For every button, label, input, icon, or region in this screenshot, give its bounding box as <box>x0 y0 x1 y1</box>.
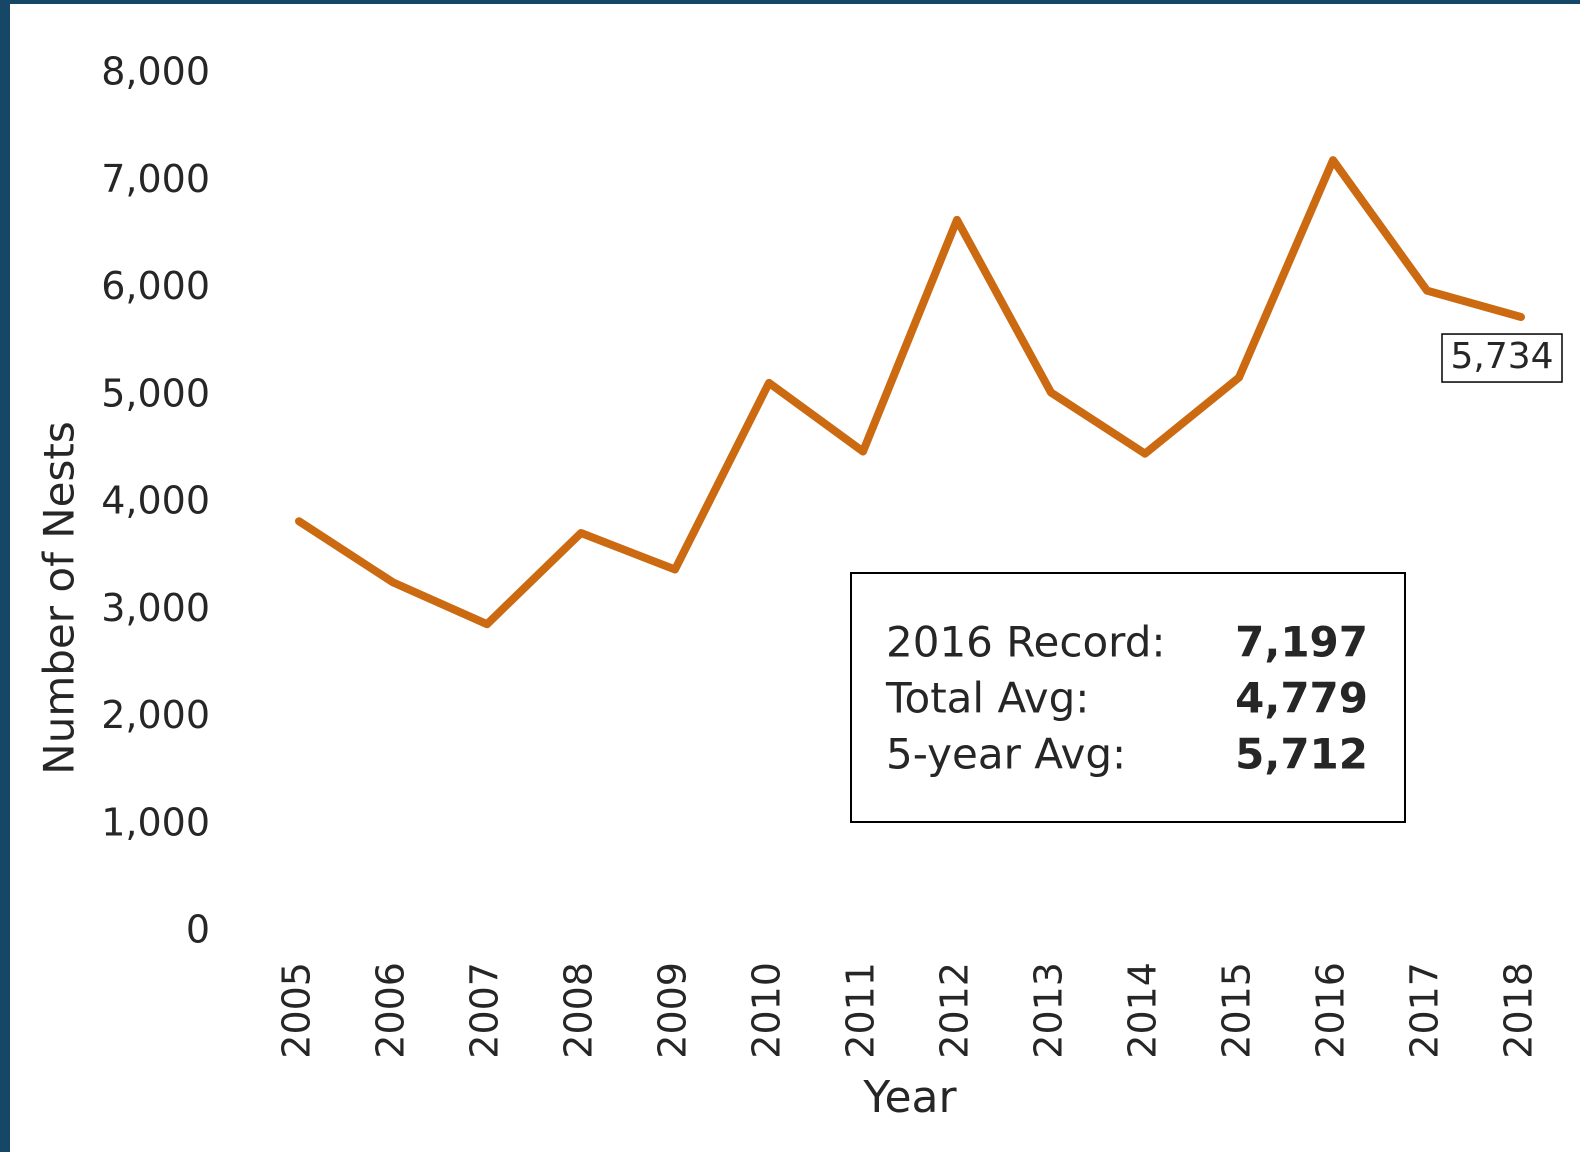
annotation-value: 7,197 <box>1235 618 1368 667</box>
y-tick-label: 4,000 <box>101 479 210 523</box>
data-label-box <box>1441 333 1563 383</box>
x-axis-label: Year <box>862 1072 957 1123</box>
y-tick-label: 2,000 <box>101 693 210 737</box>
x-tick-label: 2017 <box>1403 962 1447 1059</box>
annotation-label: 2016 Record: <box>886 618 1166 667</box>
annotation-value: 4,779 <box>1235 674 1368 723</box>
y-tick-label: 8,000 <box>101 50 210 94</box>
x-tick-label: 2014 <box>1121 962 1165 1059</box>
x-tick-label: 2016 <box>1309 962 1353 1059</box>
x-tick-label: 2006 <box>369 962 413 1059</box>
x-tick-label: 2011 <box>839 962 883 1059</box>
x-tick-label: 2005 <box>275 962 319 1059</box>
y-tick-label: 6,000 <box>101 264 210 308</box>
annotation-value: 5,712 <box>1235 730 1368 779</box>
x-tick-label: 2012 <box>933 962 977 1059</box>
x-tick-label: 2018 <box>1497 962 1541 1059</box>
x-tick-label: 2009 <box>651 962 695 1059</box>
data-line <box>295 156 1525 629</box>
x-tick-label: 2013 <box>1027 962 1071 1059</box>
annotation-box <box>850 572 1406 823</box>
y-tick-label: 5,000 <box>101 371 210 415</box>
x-tick-label: 2007 <box>463 962 507 1059</box>
x-tick-label: 2010 <box>745 962 789 1059</box>
x-tick-label: 2015 <box>1215 962 1259 1059</box>
data-label: 5,734 <box>1450 336 1553 377</box>
y-tick-label: 0 <box>186 908 210 952</box>
y-axis-label: Number of Nests <box>35 421 84 774</box>
y-tick-label: 1,000 <box>101 800 210 844</box>
annotation-label: Total Avg: <box>885 674 1089 723</box>
annotation-label: 5-year Avg: <box>886 730 1126 779</box>
y-tick-label: 3,000 <box>101 586 210 630</box>
y-tick-label: 7,000 <box>101 157 210 201</box>
x-tick-label: 2008 <box>557 962 601 1059</box>
